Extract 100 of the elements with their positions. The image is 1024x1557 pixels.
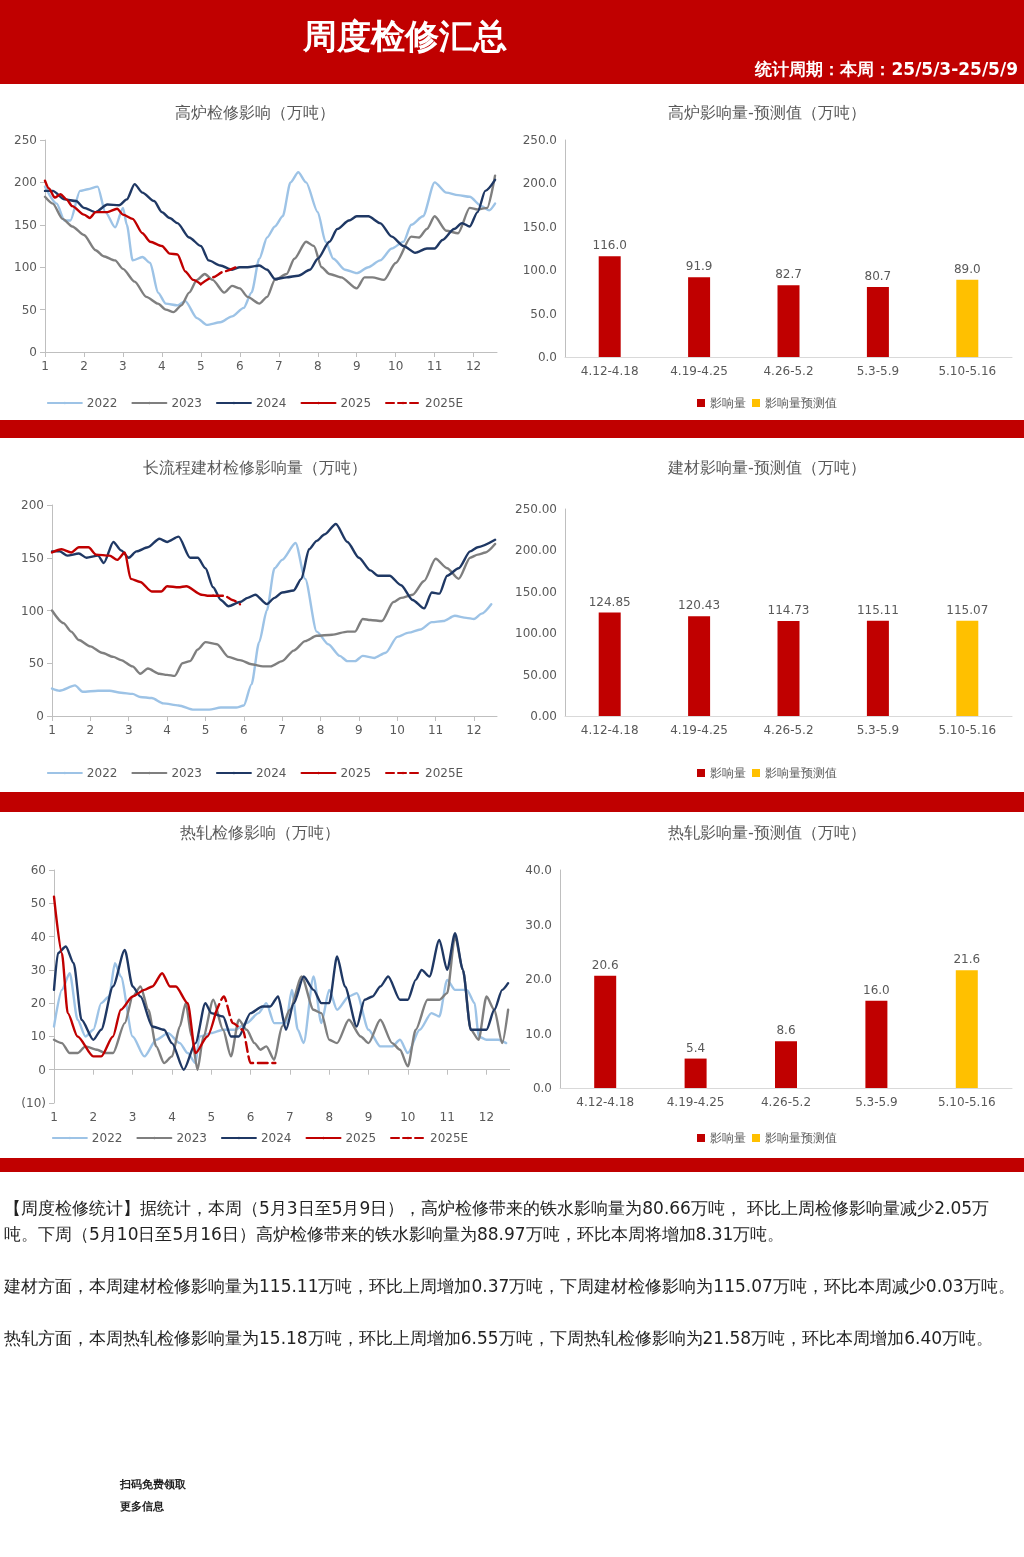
x-tick-label: 2: [86, 723, 95, 737]
y-tick-label: 30.0: [525, 917, 552, 932]
x-tick-label: 4.26-5.2: [760, 1095, 812, 1109]
x-tick-label: 6: [236, 359, 244, 373]
legend-label: 影响量: [710, 766, 746, 780]
y-tick-label: 250: [14, 133, 37, 147]
y-tick-label: 50.00: [522, 667, 557, 682]
y-tick-label: 10: [30, 1029, 46, 1044]
y-tick-label: 200.0: [522, 176, 557, 191]
line-series: [50, 522, 497, 610]
data-label: 80.7: [864, 268, 892, 283]
text: 【周度检修统计】据统计，本周（5月3日至5月9日），高炉检修带来的铁水影响量为80.66万吨， 环比上周检修影响量减少2.05万吨。下周（5月10日至5月16日）高炉检修带来的铁水影响量为88.97万吨，环比本周将增加8.31万吨。: [4, 1197, 991, 1246]
legend-label: 2024: [255, 396, 287, 410]
data-label: 21.6: [953, 952, 981, 967]
x-tick-label: 12: [478, 1110, 495, 1124]
data-label: 91.9: [685, 259, 713, 274]
bar: [866, 286, 889, 357]
y-tick-label: 0: [36, 709, 44, 723]
bar: [598, 612, 621, 716]
legend-label: 影响量: [710, 1131, 746, 1145]
data-label: 116.0: [592, 238, 627, 253]
legend-label: 影响量: [710, 396, 746, 410]
x-tick-label: 5.3-5.9: [856, 364, 900, 378]
y-tick-label: 50: [28, 656, 44, 671]
y-tick-label: 0.0: [537, 350, 557, 364]
y-tick-label: 20: [30, 996, 46, 1011]
bar: [956, 620, 979, 716]
x-tick-label: 4.19-4.25: [670, 723, 728, 737]
y-tick-label: 40: [30, 929, 46, 944]
legend-label: 2025: [340, 396, 372, 410]
x-tick-label: 6: [246, 1110, 255, 1124]
x-tick-label: 4.12-4.18: [576, 1095, 635, 1109]
legend-label: 2024: [260, 1131, 292, 1145]
text: 周度检修汇总: [302, 15, 508, 58]
legend-label: 2022: [91, 1131, 123, 1145]
y-tick-label: 150: [21, 550, 44, 565]
data-label: 82.7: [775, 267, 802, 282]
y-tick-label: 100: [21, 603, 44, 618]
bar: [598, 256, 621, 357]
y-tick-label: 200: [14, 175, 37, 190]
x-tick-label: 2: [80, 359, 88, 373]
y-tick-label: 20.0: [525, 972, 552, 986]
legend-label: 2025E: [430, 1131, 469, 1145]
x-tick-label: 5.10-5.16: [938, 723, 997, 737]
bar: [955, 970, 978, 1088]
x-tick-label: 7: [274, 359, 283, 373]
x-tick-label: 3: [124, 723, 133, 737]
x-tick-label: 11: [427, 359, 443, 373]
y-tick-label: 40.0: [525, 863, 552, 877]
x-tick-label: 11: [439, 1110, 455, 1124]
chart-title: 长流程建材检修影响量（万吨）: [143, 457, 367, 477]
line-series: [50, 542, 497, 678]
x-tick-label: 1: [41, 359, 49, 373]
legend-label: 2025E: [425, 396, 464, 410]
x-tick-label: 1: [48, 723, 56, 737]
x-tick-label: 5: [197, 359, 205, 373]
x-tick-label: 5.10-5.16: [937, 1095, 996, 1109]
legend-label: 2025: [340, 766, 372, 780]
x-tick-label: 3: [119, 359, 127, 373]
data-label: 115.07: [946, 602, 989, 617]
y-tick-label: 0: [29, 345, 37, 359]
text: 更多信息: [120, 1499, 164, 1514]
bar: [777, 285, 800, 357]
x-tick-label: 11: [427, 723, 444, 737]
bar: [688, 277, 711, 357]
x-tick-label: 9: [352, 359, 361, 373]
legend-label: 影响量预测值: [765, 396, 837, 410]
line-series: [50, 541, 493, 711]
bar: [865, 1000, 888, 1088]
data-label: 20.6: [591, 957, 619, 972]
x-tick-label: 3: [128, 1110, 137, 1124]
x-tick-label: 5.3-5.9: [856, 723, 900, 737]
x-tick-label: 2: [89, 1110, 98, 1124]
legend-label: 影响量预测值: [765, 766, 837, 780]
x-tick-label: 10: [400, 1110, 416, 1124]
legend-label: 2022: [86, 396, 118, 410]
x-tick-label: 12: [465, 359, 482, 373]
legend-label: 2022: [86, 766, 118, 780]
y-tick-label: 10.0: [525, 1026, 552, 1041]
legend-label: 2025: [345, 1131, 377, 1145]
x-tick-label: 4.19-4.25: [670, 364, 728, 378]
line-series: [43, 178, 497, 281]
bar: [688, 616, 711, 716]
y-tick-label: 150.00: [515, 584, 557, 599]
data-label: 89.0: [953, 261, 981, 276]
chart-title: 高炉影响量-预测值（万吨）: [668, 102, 866, 122]
legend-label: 2023: [171, 396, 202, 410]
text: 热轧方面，本周热轧检修影响量为15.18万吨，环比上周增加6.55万吨，下周热轧检修影响为21.58万吨，环比本周增加6.40万吨。: [4, 1327, 995, 1350]
x-tick-label: 4.19-4.25: [666, 1095, 725, 1109]
x-tick-label: 7: [286, 1110, 294, 1124]
y-tick-label: 100: [14, 260, 37, 275]
data-label: 5.4: [686, 1040, 706, 1055]
bar: [684, 1058, 707, 1088]
x-tick-label: 4.12-4.18: [580, 364, 639, 378]
chart-title: 热轧检修影响（万吨）: [180, 822, 340, 842]
bar: [775, 1041, 797, 1088]
x-tick-label: 4: [168, 1110, 176, 1124]
x-tick-label: 1: [50, 1110, 58, 1124]
y-tick-label: 50: [30, 896, 46, 911]
x-tick-label: 7: [278, 723, 286, 737]
